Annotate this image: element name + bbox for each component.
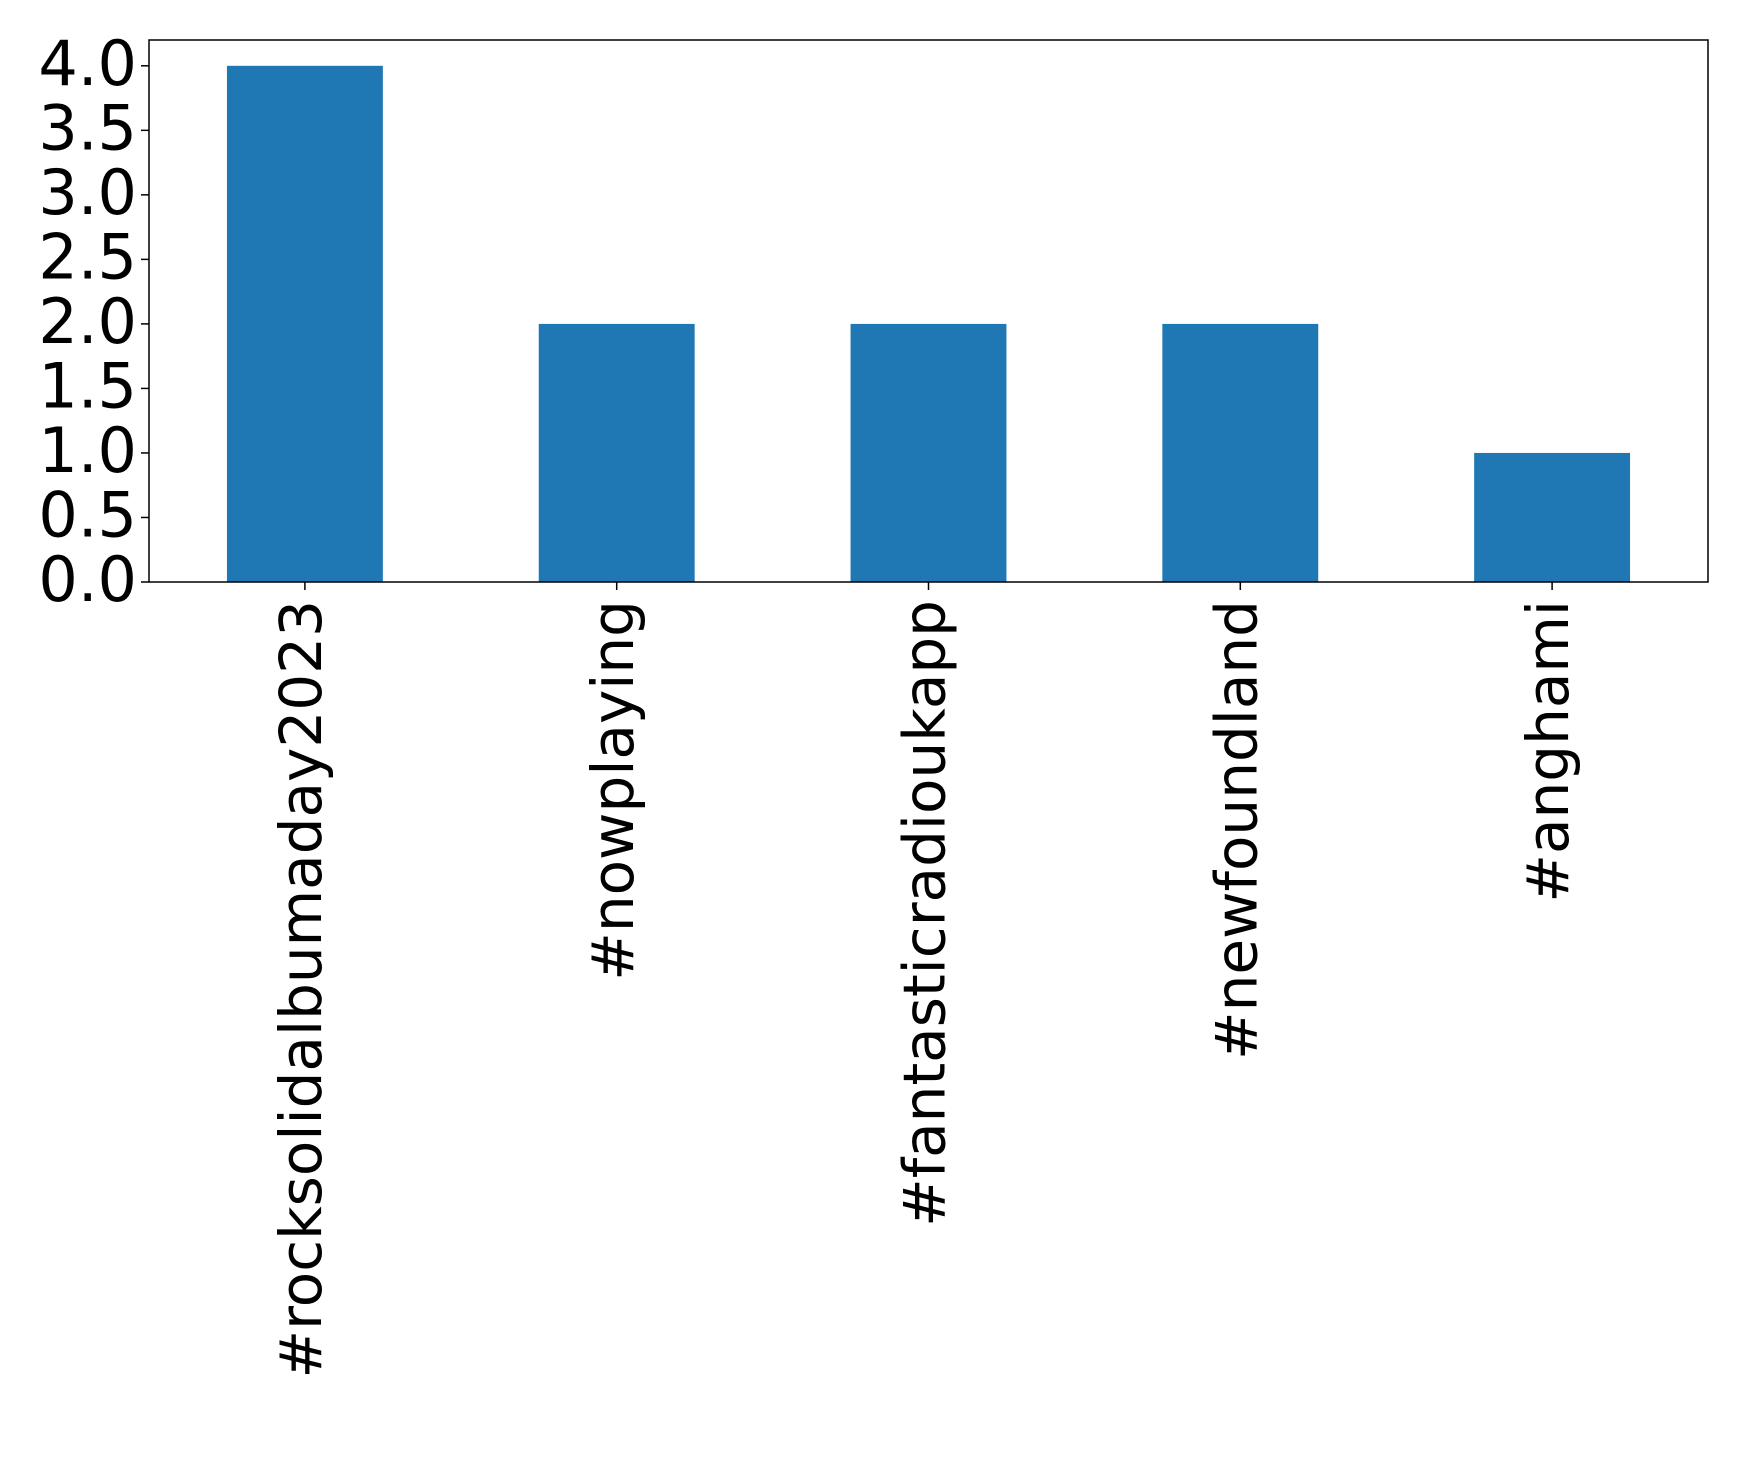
- x-tick-label: #anghami: [1514, 600, 1582, 903]
- y-tick-label: 3.5: [38, 91, 137, 164]
- x-tick-label: #fantasticradioukapp: [891, 600, 959, 1227]
- bar: [538, 323, 695, 582]
- bar: [1474, 452, 1631, 582]
- y-tick-label: 2.0: [38, 285, 137, 358]
- plot-frame: [148, 39, 1709, 583]
- x-tick-label: #newfoundland: [1202, 600, 1270, 1060]
- bar: [1162, 323, 1319, 582]
- bar: [850, 323, 1007, 582]
- y-tick-label: 2.5: [38, 220, 137, 293]
- x-tick-label: #rocksolidalbumaday2023: [267, 600, 335, 1378]
- y-tick-label: 0.0: [38, 543, 137, 616]
- bar: [226, 65, 383, 583]
- y-tick-label: 4.0: [38, 27, 137, 100]
- y-tick-label: 1.5: [38, 350, 137, 423]
- y-tick-label: 0.5: [38, 479, 137, 552]
- x-tick-label: #nowplaying: [579, 600, 647, 981]
- y-tick-label: 3.0: [38, 156, 137, 229]
- y-tick-label: 1.0: [38, 414, 137, 487]
